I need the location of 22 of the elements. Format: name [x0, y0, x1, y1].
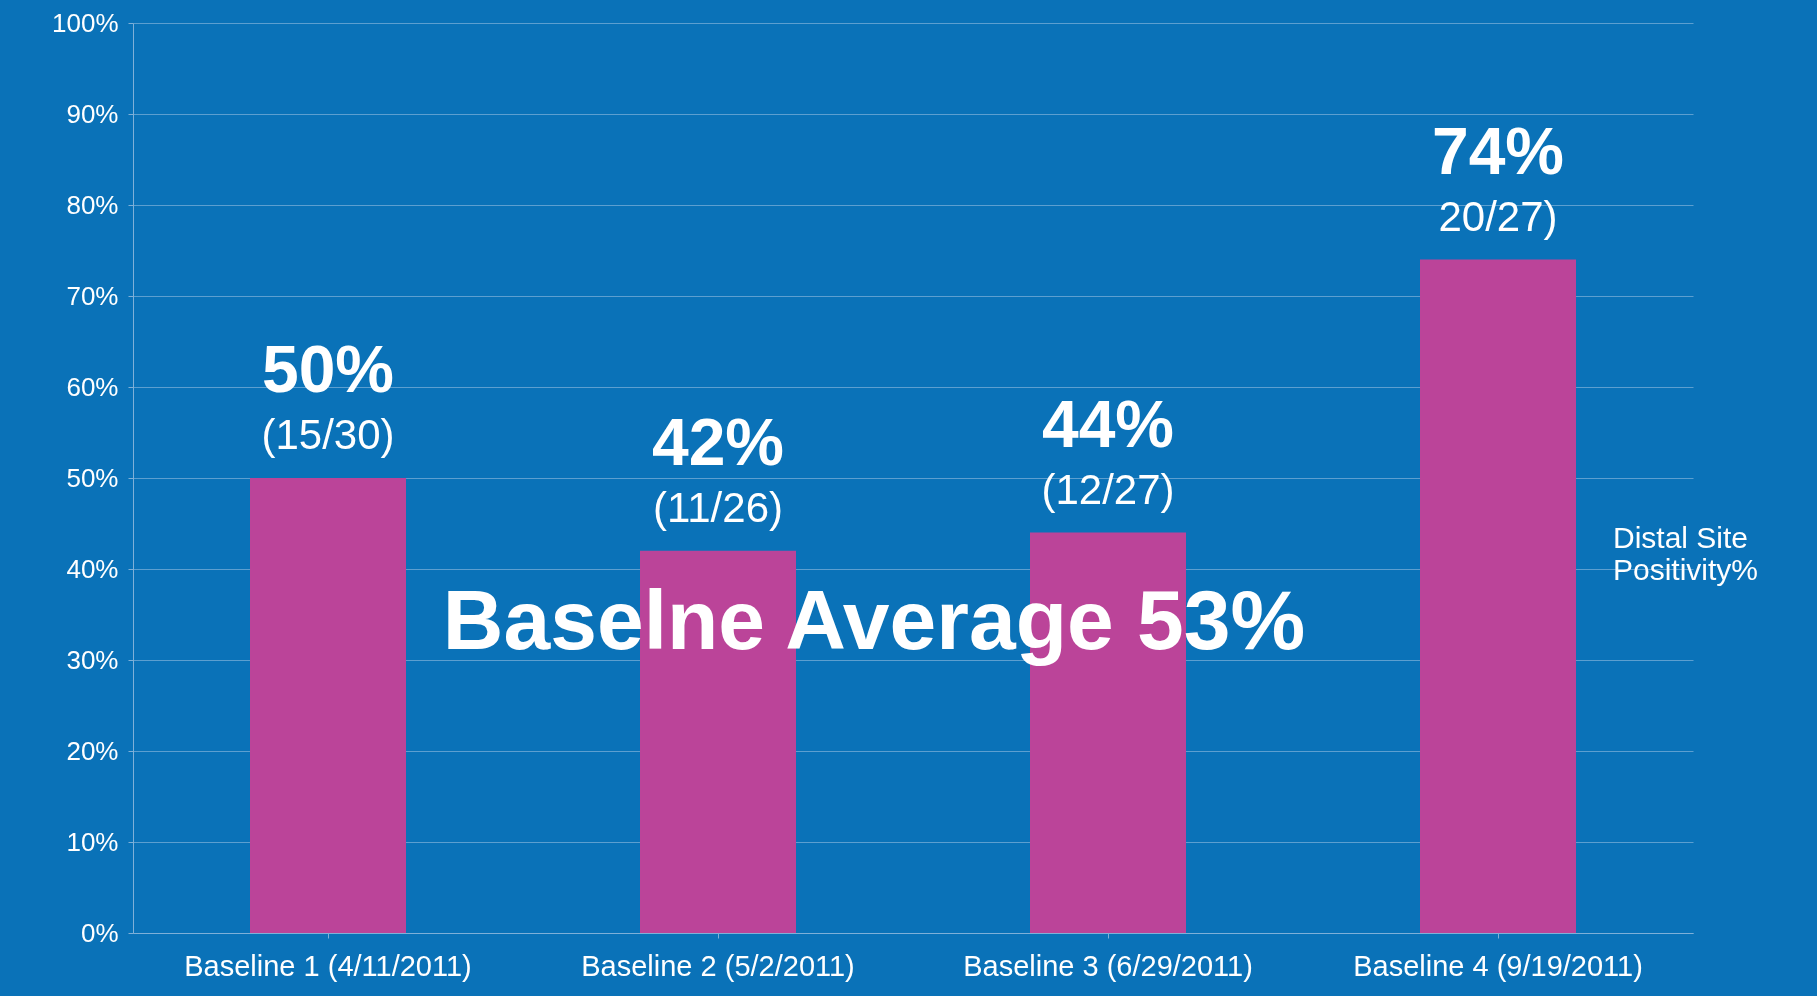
- y-tick-label: 0%: [80, 917, 119, 948]
- text: 74% 20/27): [1431, 113, 1565, 240]
- x-tick-label: Baseline 4 (9/19/2011): [1353, 949, 1643, 982]
- text: 50% (15/30): [261, 332, 395, 458]
- x-tick-label: Baseline 2 (5/2/2011): [581, 949, 855, 982]
- y-tick-label: 20%: [66, 735, 119, 766]
- y-tick-label: 10%: [66, 826, 119, 857]
- y-tick-label: 70%: [66, 280, 119, 311]
- y-tick-label: 50%: [66, 462, 119, 493]
- y-tick-label: 30%: [66, 644, 119, 675]
- y-tick-label: 90%: [66, 98, 119, 129]
- text: 42% (11/26): [651, 404, 785, 531]
- bar: [250, 478, 406, 933]
- y-tick-label: 60%: [66, 371, 119, 402]
- text: 44% (12/27): [1041, 386, 1175, 513]
- series-label: Distal Site Positivity%: [1613, 520, 1759, 586]
- y-tick-label: 40%: [66, 553, 119, 584]
- y-tick-label: 80%: [66, 189, 119, 220]
- bar: [1420, 259, 1576, 933]
- x-tick-label: Baseline 3 (6/29/2011): [963, 949, 1253, 982]
- x-tick-label: Baseline 1 (4/11/2011): [184, 949, 472, 982]
- y-tick-label: 100%: [52, 7, 119, 38]
